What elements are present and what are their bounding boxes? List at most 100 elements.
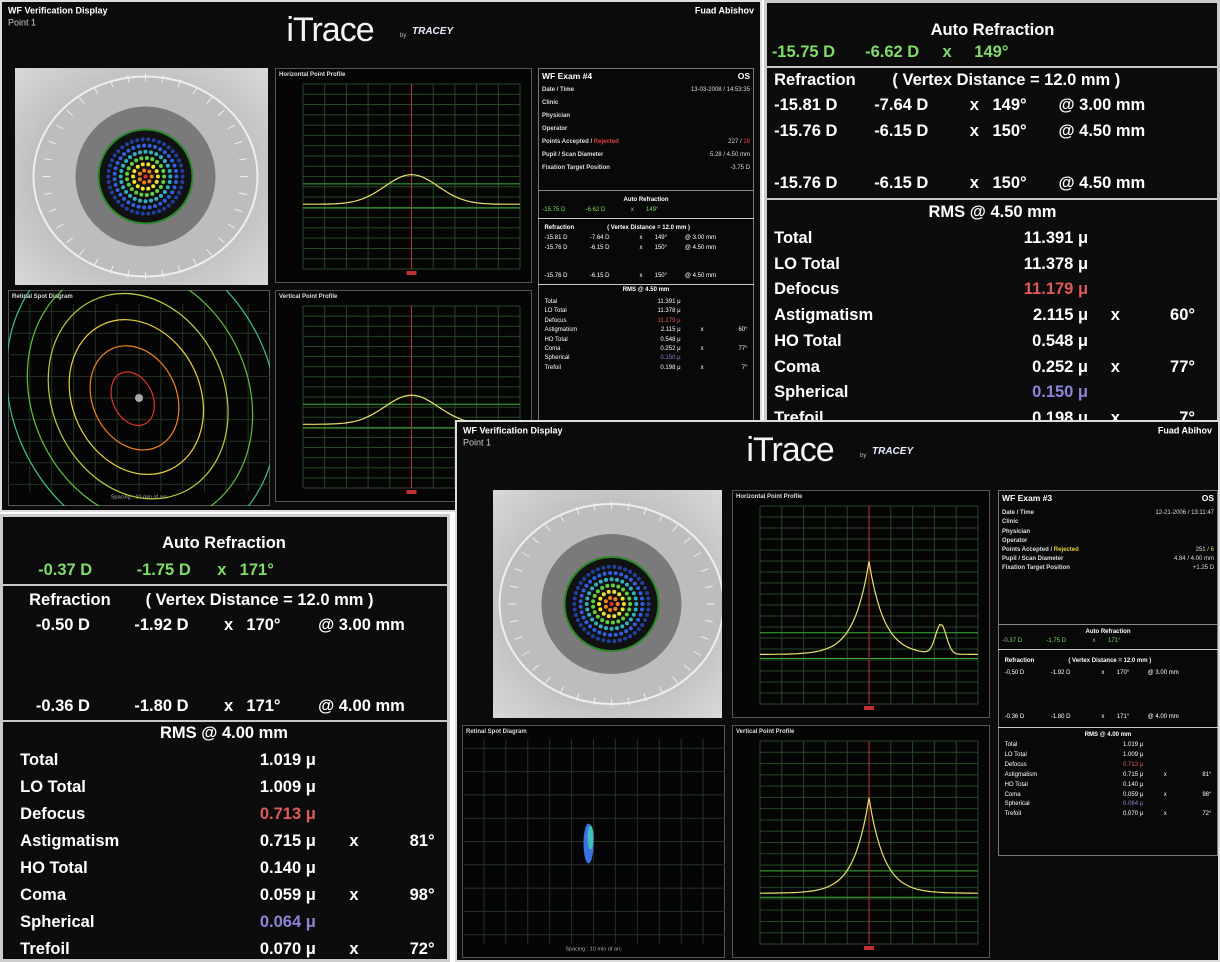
info-label-text: Pupil / Scan Diameter [1002, 556, 1063, 562]
scan-point [615, 626, 619, 630]
auto-refraction-value: -15.75 D [542, 207, 565, 213]
refraction-value: -1.80 D [134, 698, 188, 715]
scan-point [604, 626, 608, 630]
info-value-text: 251 / [1196, 547, 1209, 553]
scan-point [619, 631, 623, 635]
info-label: Points Accepted / Rejected [1002, 547, 1079, 553]
scan-point [621, 607, 625, 611]
rms-label: Coma [20, 887, 66, 904]
scan-point [573, 608, 577, 612]
scan-point [608, 633, 612, 637]
rms-value: 0.070 μ [1123, 811, 1143, 817]
scan-point [621, 597, 625, 601]
scan-point [596, 637, 600, 641]
scan-point [611, 583, 615, 587]
rms-angle: 60° [1170, 307, 1195, 324]
auto-refraction-value: x [942, 44, 951, 61]
scan-point [599, 624, 603, 628]
scan-point [110, 158, 114, 162]
info-label: Pupil / Scan Diameter [1002, 556, 1063, 562]
rms-axis: x [1164, 811, 1167, 817]
scan-point [637, 627, 641, 631]
scan-point [144, 150, 148, 154]
rms-angle: 98° [1202, 792, 1211, 798]
rms-title: RMS @ 4.00 mm [160, 725, 288, 742]
scan-point [640, 596, 644, 600]
rms-value: 0.150 μ [660, 355, 680, 361]
refraction-value: 150° [655, 245, 667, 251]
info-label-text: Physician [1002, 529, 1030, 535]
scan-point [637, 577, 641, 581]
scan-point [133, 197, 137, 201]
scan-point [166, 185, 170, 189]
scan-point [130, 209, 134, 213]
info-value-text: -3.75 D [730, 165, 750, 171]
info-label: Fixation Target Position [1002, 565, 1070, 571]
info-value-rejected: 6 [1211, 547, 1214, 553]
scan-point [586, 631, 590, 635]
scan-point [625, 583, 629, 587]
scan-point [604, 605, 608, 609]
scan-point [174, 180, 178, 184]
scan-point [114, 183, 118, 187]
scan-point [163, 159, 167, 163]
rms-value: 0.064 μ [1123, 801, 1143, 807]
scan-point [625, 621, 629, 625]
scan-point [643, 618, 647, 622]
rms-value: 0.059 μ [260, 887, 316, 904]
rms-angle: 72° [1202, 811, 1211, 817]
scan-point [135, 211, 139, 215]
info-value: 227 / 28 [728, 139, 750, 145]
scan-point [641, 602, 645, 606]
rms-axis: x [1164, 772, 1167, 778]
scan-point [616, 619, 620, 623]
scan-point [137, 205, 141, 209]
scan-point [580, 610, 584, 614]
scan-point [131, 203, 135, 207]
scan-point [621, 617, 625, 621]
scan-point [628, 602, 632, 606]
axis-marker [407, 490, 417, 494]
refraction-value: -1.80 D [1051, 714, 1071, 720]
scan-point [621, 587, 625, 591]
scan-point [151, 165, 155, 169]
info-label-text: Fixation Target Position [542, 165, 610, 171]
rms-label: Spherical [774, 384, 848, 401]
spot-area [462, 725, 725, 958]
scan-point [610, 627, 614, 631]
refraction-value: -15.76 D [544, 273, 567, 279]
scan-point [645, 613, 649, 617]
scan-point [174, 195, 178, 199]
refraction-value: 171° [246, 698, 280, 715]
info-label: Date / Time [542, 87, 574, 93]
scan-point [135, 138, 139, 142]
scan-point [116, 188, 120, 192]
scan-point [108, 164, 112, 168]
scan-point [605, 584, 609, 588]
rms-angle: 81° [410, 833, 435, 850]
scan-point [139, 193, 143, 197]
scan-point [588, 580, 592, 584]
scan-point [141, 187, 145, 191]
info-value: -3.75 D [730, 165, 750, 171]
refraction-value: 171° [1117, 714, 1129, 720]
scan-point [119, 180, 123, 184]
refraction-value: 149° [993, 97, 1027, 114]
info-value-text: 5.28 / 4.50 mm [710, 152, 750, 158]
scan-point [587, 591, 591, 595]
rms-value: 0.715 μ [1123, 772, 1143, 778]
scan-point [610, 602, 614, 606]
scan-point [146, 137, 150, 141]
scan-point [613, 597, 617, 601]
company: TRACEY [872, 447, 913, 457]
scan-point [149, 150, 153, 154]
scan-point [615, 578, 619, 582]
scan-point [127, 183, 131, 187]
rms-value: 1.019 μ [260, 752, 316, 769]
scan-point [159, 164, 163, 168]
refraction-value: -7.64 D [590, 235, 610, 241]
spot-area [8, 290, 270, 506]
scan-point [171, 200, 175, 204]
scan-point [640, 608, 644, 612]
rms-label: Defocus [544, 318, 566, 324]
